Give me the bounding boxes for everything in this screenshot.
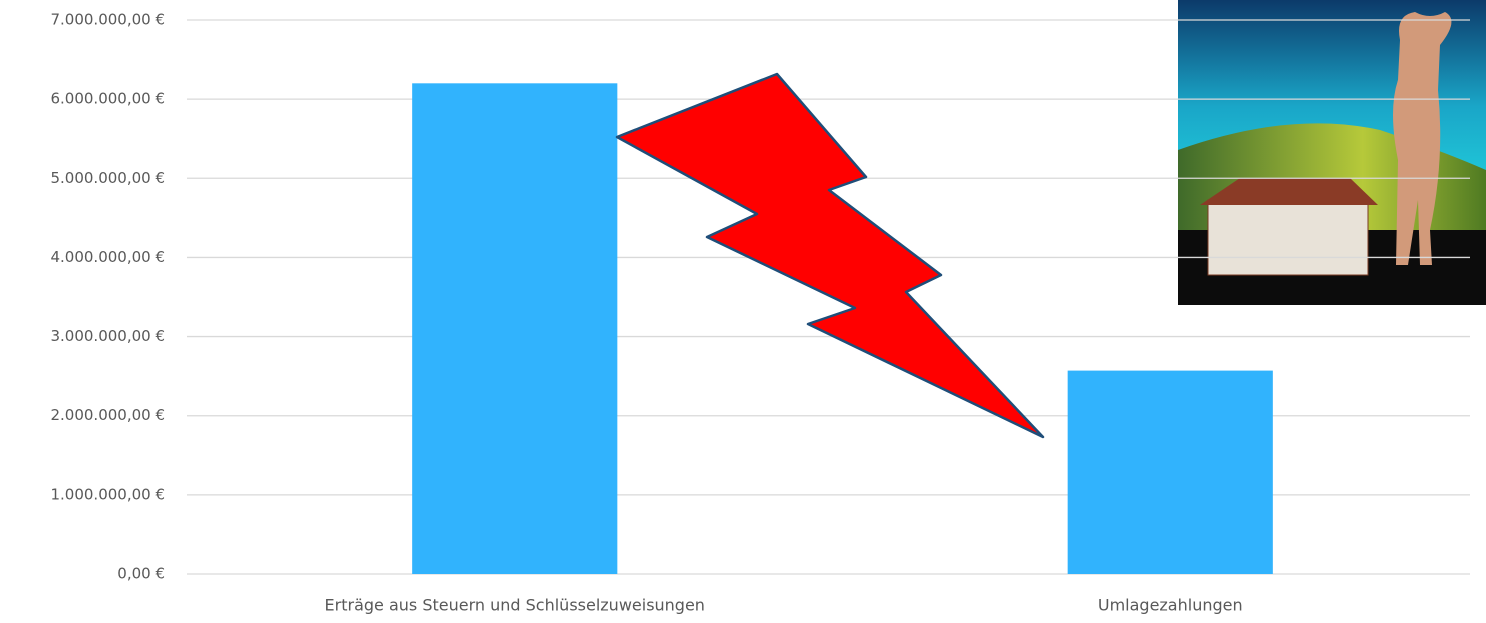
x-tick-label: Umlagezahlungen <box>1098 596 1243 615</box>
bar <box>412 83 618 575</box>
y-tick-label: 6.000.000,00 € <box>50 90 165 108</box>
y-tick-label: 0,00 € <box>117 565 165 583</box>
y-tick-label: 7.000.000,00 € <box>50 11 165 29</box>
x-tick-label: Erträge aus Steuern und Schlüsselzuweisu… <box>325 596 705 615</box>
y-tick-label: 3.000.000,00 € <box>50 327 165 345</box>
y-tick-label: 4.000.000,00 € <box>50 248 165 266</box>
lightning-bolt <box>615 72 1045 439</box>
y-tick-label: 5.000.000,00 € <box>50 169 165 187</box>
photo <box>1178 0 1486 305</box>
y-tick-label: 2.000.000,00 € <box>50 406 165 424</box>
bar <box>1067 370 1273 574</box>
y-tick-label: 1.000.000,00 € <box>50 485 165 503</box>
